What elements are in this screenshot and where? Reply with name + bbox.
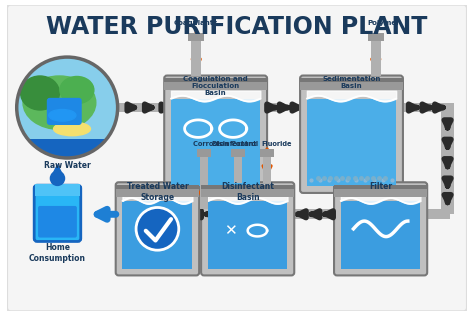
FancyBboxPatch shape [116,182,199,276]
Text: WATER PURIFICATION PLANT: WATER PURIFICATION PLANT [46,15,428,40]
Ellipse shape [60,76,94,104]
Bar [191,35,201,76]
Circle shape [17,57,118,158]
Bar [201,185,294,189]
Text: Filter: Filter [369,182,392,191]
Bar [260,149,274,157]
Bar [200,151,209,210]
FancyBboxPatch shape [7,5,467,311]
FancyBboxPatch shape [201,182,294,276]
Bar [197,149,211,157]
Bar [118,103,167,112]
Text: Disinfectant
Basin: Disinfectant Basin [221,182,274,202]
Bar [189,33,204,40]
Text: ✕: ✕ [224,223,237,238]
Bar [208,201,287,269]
Bar [441,103,455,214]
Text: Raw Water: Raw Water [44,161,91,170]
Circle shape [50,171,65,186]
Text: Coagulation and
Flocculation
Basin: Coagulation and Flocculation Basin [183,76,248,95]
Ellipse shape [20,76,59,110]
Circle shape [136,208,179,250]
Bar [116,185,199,189]
Bar [263,151,272,183]
Bar [17,139,118,158]
Bar [171,99,260,186]
Ellipse shape [54,122,91,136]
Text: Coagulants: Coagulants [174,20,219,26]
FancyBboxPatch shape [38,206,77,238]
Polygon shape [52,165,64,176]
Bar [164,78,267,82]
Bar [35,184,80,196]
FancyBboxPatch shape [47,98,82,125]
Bar [300,78,403,82]
Bar [164,78,267,90]
Text: Polymer: Polymer [367,20,400,26]
Bar [332,210,450,219]
Bar [133,210,204,219]
FancyBboxPatch shape [300,76,403,193]
Text: Sedimentation
Basin: Sedimentation Basin [322,76,381,88]
Bar [400,103,450,112]
Bar [116,185,199,197]
FancyBboxPatch shape [334,182,427,276]
FancyBboxPatch shape [164,76,267,193]
Text: Corrosion Control: Corrosion Control [193,141,258,147]
Ellipse shape [23,76,96,129]
Bar [231,149,245,157]
Bar [201,185,294,197]
Bar [371,35,381,76]
Text: Home
Consumption: Home Consumption [29,243,86,263]
Bar [234,151,242,183]
Bar [368,33,383,40]
Bar [122,201,192,269]
Bar [334,185,427,189]
Bar [300,78,403,90]
Bar [264,103,283,112]
Text: Treated Water
Storage: Treated Water Storage [127,182,188,202]
Bar [307,99,396,186]
Bar [341,201,420,269]
FancyBboxPatch shape [34,185,81,241]
Text: Disinfectant: Disinfectant [211,141,257,147]
Bar [334,185,427,197]
Ellipse shape [49,109,76,121]
Text: Fluoride: Fluoride [262,141,292,147]
Bar [292,210,337,219]
